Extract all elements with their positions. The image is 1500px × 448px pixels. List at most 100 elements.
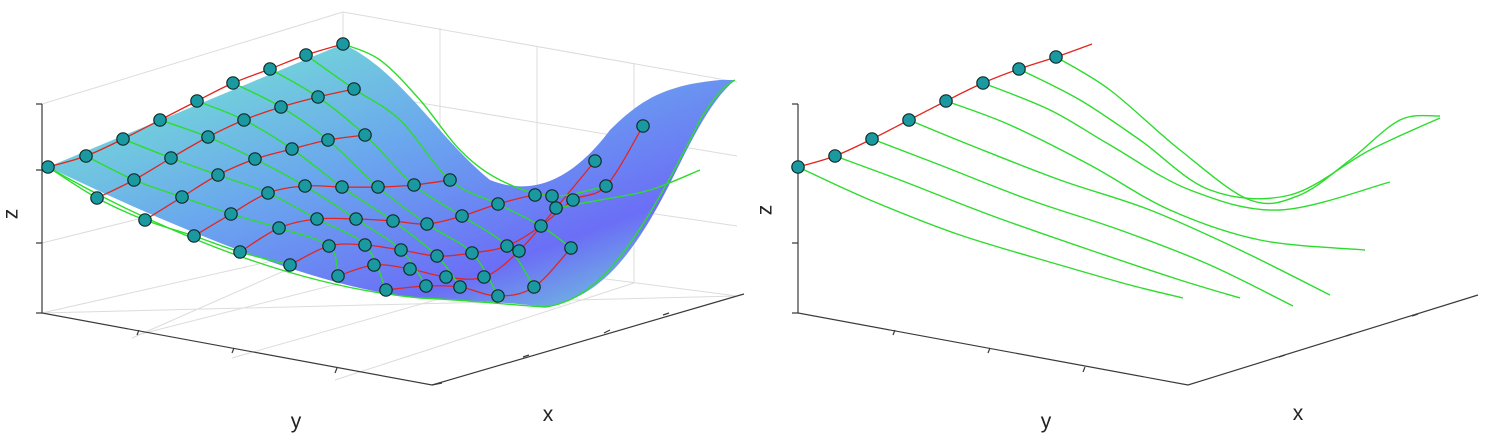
left-marker xyxy=(153,113,167,127)
left-z-axis-label: z xyxy=(0,209,23,220)
left-marker xyxy=(347,82,361,96)
left-marker xyxy=(237,113,251,127)
left-marker xyxy=(335,180,349,194)
left-marker xyxy=(90,191,104,205)
left-marker xyxy=(79,149,93,163)
left-marker xyxy=(419,279,433,293)
left-marker xyxy=(299,48,313,62)
green-curve xyxy=(908,119,1331,296)
left-marker xyxy=(164,151,178,165)
green-curve xyxy=(871,138,1294,307)
green-curve xyxy=(945,100,1366,251)
left-marker xyxy=(138,213,152,227)
left-marker xyxy=(311,90,325,104)
left-marker xyxy=(545,189,559,203)
left-plot: z y x xyxy=(0,11,745,433)
left-axes-box xyxy=(36,103,745,386)
left-marker xyxy=(491,197,505,211)
left-marker xyxy=(379,283,393,297)
surface-edge-front xyxy=(47,79,736,308)
left-marker xyxy=(439,270,453,284)
left-marker xyxy=(394,243,408,257)
left-y-axis-label: y xyxy=(291,410,302,433)
left-surface xyxy=(47,44,736,308)
left-marker xyxy=(127,173,141,187)
left-marker xyxy=(491,289,505,303)
left-marker xyxy=(599,179,613,193)
left-marker xyxy=(386,214,400,228)
right-z-axis-label: z xyxy=(754,205,777,216)
right-curve-layer xyxy=(797,43,1441,307)
left-marker xyxy=(500,239,514,253)
green-curve xyxy=(982,82,1391,211)
left-marker xyxy=(528,188,542,202)
right-x-axis-label: x xyxy=(1293,402,1304,425)
left-marker xyxy=(211,168,225,182)
green-curve xyxy=(834,155,1241,299)
left-marker xyxy=(566,193,580,207)
right-marker xyxy=(902,113,916,127)
right-marker xyxy=(939,94,953,108)
left-marker xyxy=(407,178,421,192)
right-marker xyxy=(976,76,990,90)
left-marker xyxy=(263,62,277,76)
green-curve xyxy=(1055,56,1441,205)
left-marker xyxy=(331,269,345,283)
left-marker xyxy=(190,94,204,108)
right-y-axis-label: y xyxy=(1041,410,1052,433)
left-marker xyxy=(534,219,548,233)
left-marker xyxy=(175,190,189,204)
left-marker xyxy=(453,280,467,294)
left-marker xyxy=(349,212,363,226)
left-marker xyxy=(512,244,526,258)
right-marker xyxy=(828,149,842,163)
left-marker xyxy=(226,76,240,90)
right-marker xyxy=(791,160,805,174)
left-marker xyxy=(116,132,130,146)
left-marker xyxy=(322,239,336,253)
green-curve xyxy=(1018,68,1441,200)
left-marker xyxy=(224,207,238,221)
right-plot: z y x xyxy=(754,43,1479,433)
right-marker xyxy=(865,132,879,146)
left-marker-layer xyxy=(41,37,650,303)
left-marker xyxy=(443,173,457,187)
right-marker-layer xyxy=(791,50,1063,174)
left-marker xyxy=(321,133,335,147)
left-marker xyxy=(371,180,385,194)
right-axes-box xyxy=(792,103,1479,386)
right-marker xyxy=(1012,62,1026,76)
left-marker xyxy=(41,160,55,174)
left-marker xyxy=(187,229,201,243)
left-marker xyxy=(201,130,215,144)
left-marker xyxy=(233,245,247,259)
green-curve xyxy=(797,166,1184,299)
left-marker xyxy=(358,238,372,252)
left-marker xyxy=(272,221,286,235)
left-marker xyxy=(588,154,602,168)
surface-fill xyxy=(48,44,735,307)
left-marker xyxy=(465,246,479,260)
left-marker xyxy=(274,100,288,114)
left-marker xyxy=(477,270,491,284)
left-marker xyxy=(430,249,444,263)
left-marker xyxy=(549,201,563,215)
left-marker xyxy=(527,280,541,294)
left-marker xyxy=(636,119,650,133)
left-x-axis-label: x xyxy=(543,403,554,426)
left-marker xyxy=(261,186,275,200)
left-marker xyxy=(403,262,417,276)
left-marker xyxy=(455,209,469,223)
left-marker xyxy=(358,128,372,142)
left-marker xyxy=(420,217,434,231)
left-marker xyxy=(564,241,578,255)
left-marker xyxy=(283,258,297,272)
left-marker xyxy=(336,37,350,51)
left-marker xyxy=(310,212,324,226)
left-marker xyxy=(248,152,262,166)
left-marker xyxy=(367,258,381,272)
right-marker xyxy=(1049,50,1063,64)
left-marker xyxy=(285,142,299,156)
red-curve xyxy=(239,193,553,253)
